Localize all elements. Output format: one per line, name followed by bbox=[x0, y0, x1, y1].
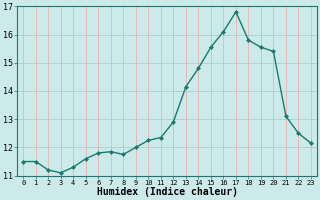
X-axis label: Humidex (Indice chaleur): Humidex (Indice chaleur) bbox=[97, 187, 237, 197]
